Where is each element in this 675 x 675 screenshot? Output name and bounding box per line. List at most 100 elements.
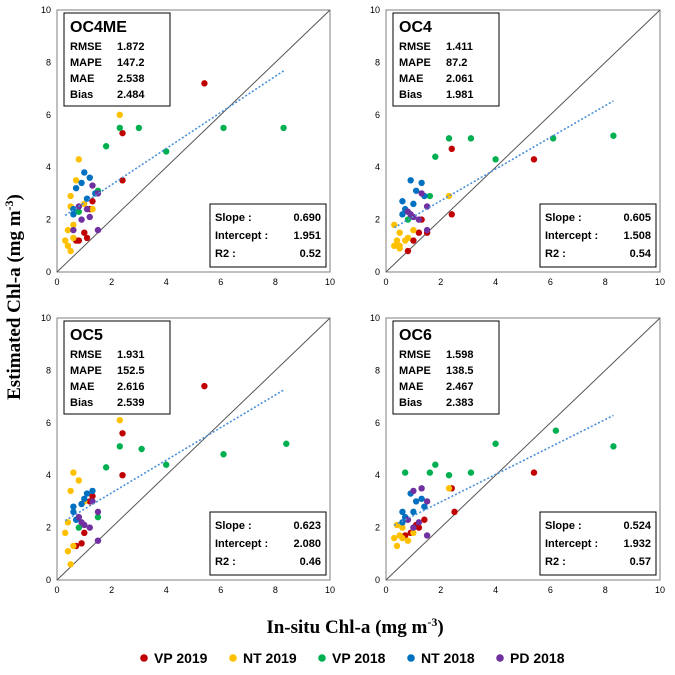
data-point <box>89 492 96 500</box>
data-point <box>61 237 69 244</box>
series-nt-2018 <box>70 487 96 523</box>
legend-label: VP 2018 <box>332 650 386 666</box>
data-point <box>94 513 102 521</box>
data-point <box>445 135 453 142</box>
data-point <box>116 443 123 450</box>
fit-label: Slope : <box>545 520 582 532</box>
data-point <box>410 200 417 208</box>
data-point <box>75 513 83 521</box>
y-tick-label: 4 <box>375 470 380 480</box>
stat-label: MAPE <box>70 57 102 69</box>
data-point <box>75 208 83 215</box>
data-point <box>418 179 425 187</box>
data-point <box>78 519 85 526</box>
legend-marker <box>496 654 504 662</box>
panel-title: OC5 <box>70 327 103 344</box>
x-tick-label: 6 <box>218 585 223 595</box>
stat-label: MAPE <box>399 57 431 69</box>
fit-label: R2 : <box>545 556 566 568</box>
x-tick-label: 10 <box>655 277 665 287</box>
legend-label: VP 2019 <box>154 650 208 666</box>
series-pd-2018 <box>70 182 102 234</box>
panel-oc4me: 0 2 4 6 8 10 0 2 4 6 8 10 OC4ME RMSE 1.872 MAPE 147.2 MAE… <box>41 5 335 287</box>
y-tick-label: 6 <box>375 110 380 120</box>
data-point <box>75 156 83 163</box>
stat-label: RMSE <box>399 41 431 53</box>
plot-frame <box>385 9 661 273</box>
one-to-one-line <box>385 9 661 273</box>
data-point <box>67 487 74 495</box>
x-tick-label: 0 <box>383 585 388 595</box>
data-point <box>407 177 414 184</box>
legend-label: NT 2019 <box>243 650 297 666</box>
x-tick-label: 2 <box>438 585 443 595</box>
data-point <box>70 508 77 516</box>
data-point <box>280 124 287 132</box>
data-point <box>552 427 560 434</box>
plot-frame <box>56 9 331 273</box>
panel-title: OC6 <box>399 327 432 344</box>
data-point <box>64 226 72 234</box>
y-tick-label: 10 <box>41 313 51 323</box>
data-point <box>220 124 227 132</box>
fit-value: 0.52 <box>300 248 321 260</box>
stat-label: RMSE <box>70 41 102 53</box>
y-tick-label: 8 <box>375 365 380 375</box>
data-point <box>415 229 423 236</box>
stat-label: Bias <box>70 397 93 409</box>
data-point <box>404 247 412 255</box>
series-nt-2019 <box>391 485 453 550</box>
data-point <box>396 242 403 249</box>
data-point <box>70 211 77 218</box>
data-point <box>467 135 475 142</box>
fit-value: 0.46 <box>300 556 321 568</box>
data-point <box>421 503 428 510</box>
data-point <box>467 469 475 476</box>
data-point <box>89 182 96 189</box>
y-tick-label: 2 <box>375 523 380 533</box>
data-point <box>423 226 431 234</box>
x-tick-label: 2 <box>109 277 114 287</box>
data-point <box>75 524 83 531</box>
y-tick-label: 8 <box>375 57 380 67</box>
y-tick-label: 6 <box>375 418 380 428</box>
data-point <box>410 226 417 234</box>
x-tick-label: 10 <box>655 585 665 595</box>
data-point <box>81 169 88 176</box>
data-point <box>399 534 406 542</box>
data-point <box>75 237 83 244</box>
legend-marker <box>229 654 237 662</box>
data-point <box>119 430 126 437</box>
stat-value: 2.484 <box>117 89 145 101</box>
data-point <box>201 80 208 87</box>
data-point <box>610 132 617 139</box>
series-vp-2019 <box>401 469 538 539</box>
data-point <box>81 495 88 502</box>
data-point <box>116 111 123 119</box>
legend: VP 2019 NT 2019 VP 2018 NT 2018 PD 2018 <box>140 650 565 666</box>
legend-item-nt-2019: NT 2019 <box>229 650 297 666</box>
data-point <box>75 477 83 484</box>
stat-value: 1.598 <box>446 349 474 361</box>
data-point <box>70 234 77 242</box>
data-point <box>492 440 499 447</box>
fit-value: 1.951 <box>293 230 321 242</box>
x-tick-label: 2 <box>109 585 114 595</box>
x-tick-label: 4 <box>164 585 169 595</box>
data-point <box>67 192 74 200</box>
x-tick-label: 8 <box>273 277 278 287</box>
series-vp-2019 <box>404 145 538 255</box>
fit-label: Intercept : <box>215 538 268 550</box>
stat-label: Bias <box>399 89 422 101</box>
data-point <box>116 124 123 132</box>
one-to-one-line <box>385 317 661 581</box>
series-nt-2019 <box>61 416 123 568</box>
data-point <box>64 242 72 249</box>
legend-marker <box>140 654 148 662</box>
stat-value: 2.538 <box>117 73 145 85</box>
fit-label: Slope : <box>545 212 582 224</box>
data-point <box>83 205 91 213</box>
data-point <box>163 461 170 468</box>
data-point <box>119 129 126 137</box>
